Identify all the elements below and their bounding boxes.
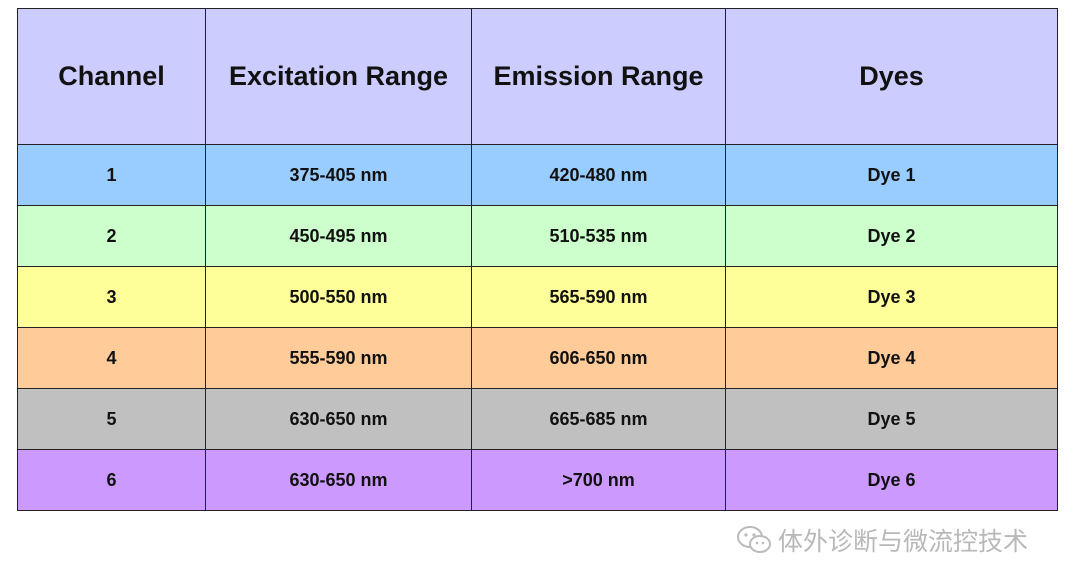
table-cell: >700 nm <box>471 449 726 511</box>
table-cell: 450-495 nm <box>205 205 472 267</box>
table-cell: Dye 6 <box>725 449 1058 511</box>
table-cell: 630-650 nm <box>205 388 472 450</box>
table-cell: 4 <box>17 327 206 389</box>
watermark: 体外诊断与微流控技术 <box>736 522 1028 558</box>
header-cell: Dyes <box>725 8 1058 145</box>
table-cell: 565-590 nm <box>471 266 726 328</box>
header-cell: Excitation Range <box>205 8 472 145</box>
table-cell: 2 <box>17 205 206 267</box>
table-cell: 6 <box>17 449 206 511</box>
table-cell: Dye 4 <box>725 327 1058 389</box>
header-cell: Channel <box>17 8 206 145</box>
table-cell: 555-590 nm <box>205 327 472 389</box>
table-cell: Dye 3 <box>725 266 1058 328</box>
dye-table: Channel Excitation Range Emission Range Dye… <box>17 8 1058 511</box>
watermark-text: 体外诊断与微流控技术 <box>778 528 1029 556</box>
header-cell: Emission Range <box>471 8 726 145</box>
table-row: 2 450-495 nm 510-535 nm Dye 2 <box>17 205 1058 267</box>
table-cell: 1 <box>17 144 206 206</box>
table-cell: 420-480 nm <box>471 144 726 206</box>
table-cell: 606-650 nm <box>471 327 726 389</box>
table-cell: Dye 1 <box>725 144 1058 206</box>
header-row: Channel Excitation Range Emission Range Dye… <box>17 8 1058 145</box>
table-body: 1 375-405 nm 420-480 nm Dye 1 2 450-495 nm 510… <box>17 144 1058 511</box>
table-row: 5 630-650 nm 665-685 nm Dye 5 <box>17 388 1058 450</box>
table-row: 3 500-550 nm 565-590 nm Dye 3 <box>17 266 1058 328</box>
table-cell: 665-685 nm <box>471 388 726 450</box>
table-cell: 375-405 nm <box>205 144 472 206</box>
wechat-icon <box>737 526 771 553</box>
table-cell: 500-550 nm <box>205 266 472 328</box>
table-row: 4 555-590 nm 606-650 nm Dye 4 <box>17 327 1058 389</box>
table-cell: 630-650 nm <box>205 449 472 511</box>
table-row: 1 375-405 nm 420-480 nm Dye 1 <box>17 144 1058 206</box>
table-cell: 3 <box>17 266 206 328</box>
table-cell: Dye 2 <box>725 205 1058 267</box>
table-cell: 510-535 nm <box>471 205 726 267</box>
table-cell: Dye 5 <box>725 388 1058 450</box>
table-row: 6 630-650 nm >700 nm Dye 6 <box>17 449 1058 511</box>
table-cell: 5 <box>17 388 206 450</box>
